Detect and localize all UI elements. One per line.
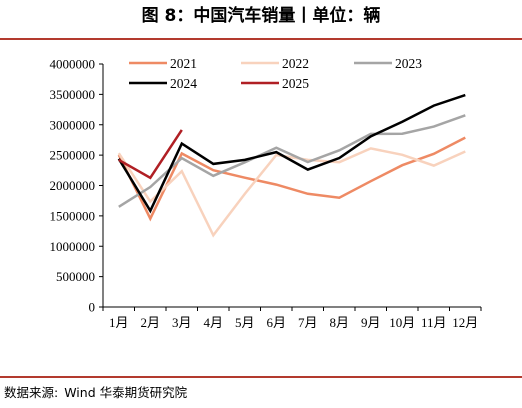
x-tick-label: 1月	[109, 315, 129, 330]
chart-series	[117, 93, 466, 238]
y-tick-label: 4000000	[50, 57, 96, 72]
series-line-2022	[117, 147, 466, 238]
y-tick-label: 0	[89, 300, 96, 315]
x-tick-label: 6月	[266, 315, 286, 330]
series-line-2023	[118, 114, 466, 208]
y-tick-label: 1000000	[50, 239, 96, 254]
source-note: 数据来源: Wind 华泰期货研究院	[4, 385, 187, 401]
x-tick-label: 11月	[421, 315, 447, 330]
footer-rule	[0, 376, 522, 378]
y-tick-label: 3000000	[50, 117, 96, 132]
y-tick-label: 2000000	[50, 178, 96, 193]
series-line-2024	[117, 93, 466, 214]
figure-title: 图 8：中国汽车销量丨单位：辆	[141, 6, 381, 26]
x-tick-label: 9月	[361, 315, 381, 330]
legend-label-2025: 2025	[282, 76, 309, 91]
source-value: Wind 华泰期货研究院	[64, 385, 188, 400]
legend-label-2022: 2022	[282, 56, 309, 71]
chart-axes: 0 500000 1000000 1500000 2000000 2500000 30000…	[50, 57, 482, 330]
x-tick-label: 8月	[329, 315, 349, 330]
x-tick-label: 4月	[203, 315, 223, 330]
y-tick-label: 500000	[56, 269, 95, 284]
y-tick-label: 3500000	[50, 87, 96, 102]
header-rule	[0, 38, 522, 40]
x-tick-label: 10月	[389, 315, 415, 330]
series-line-2025	[118, 129, 183, 180]
y-tick-label: 2500000	[50, 148, 96, 163]
source-label: 数据来源:	[4, 385, 59, 400]
series-line-2021	[117, 136, 466, 222]
chart-legend: 2021 2022 2023 2024 2025	[129, 56, 422, 91]
legend-label-2023: 2023	[395, 56, 422, 71]
y-tick-label: 1500000	[50, 208, 96, 223]
legend-label-2024: 2024	[170, 76, 197, 91]
x-tick-label: 12月	[452, 315, 478, 330]
x-tick-label: 2月	[140, 315, 160, 330]
x-tick-label: 7月	[298, 315, 318, 330]
x-tick-label: 5月	[235, 315, 255, 330]
x-tick-label: 3月	[172, 315, 192, 330]
legend-label-2021: 2021	[170, 56, 197, 71]
